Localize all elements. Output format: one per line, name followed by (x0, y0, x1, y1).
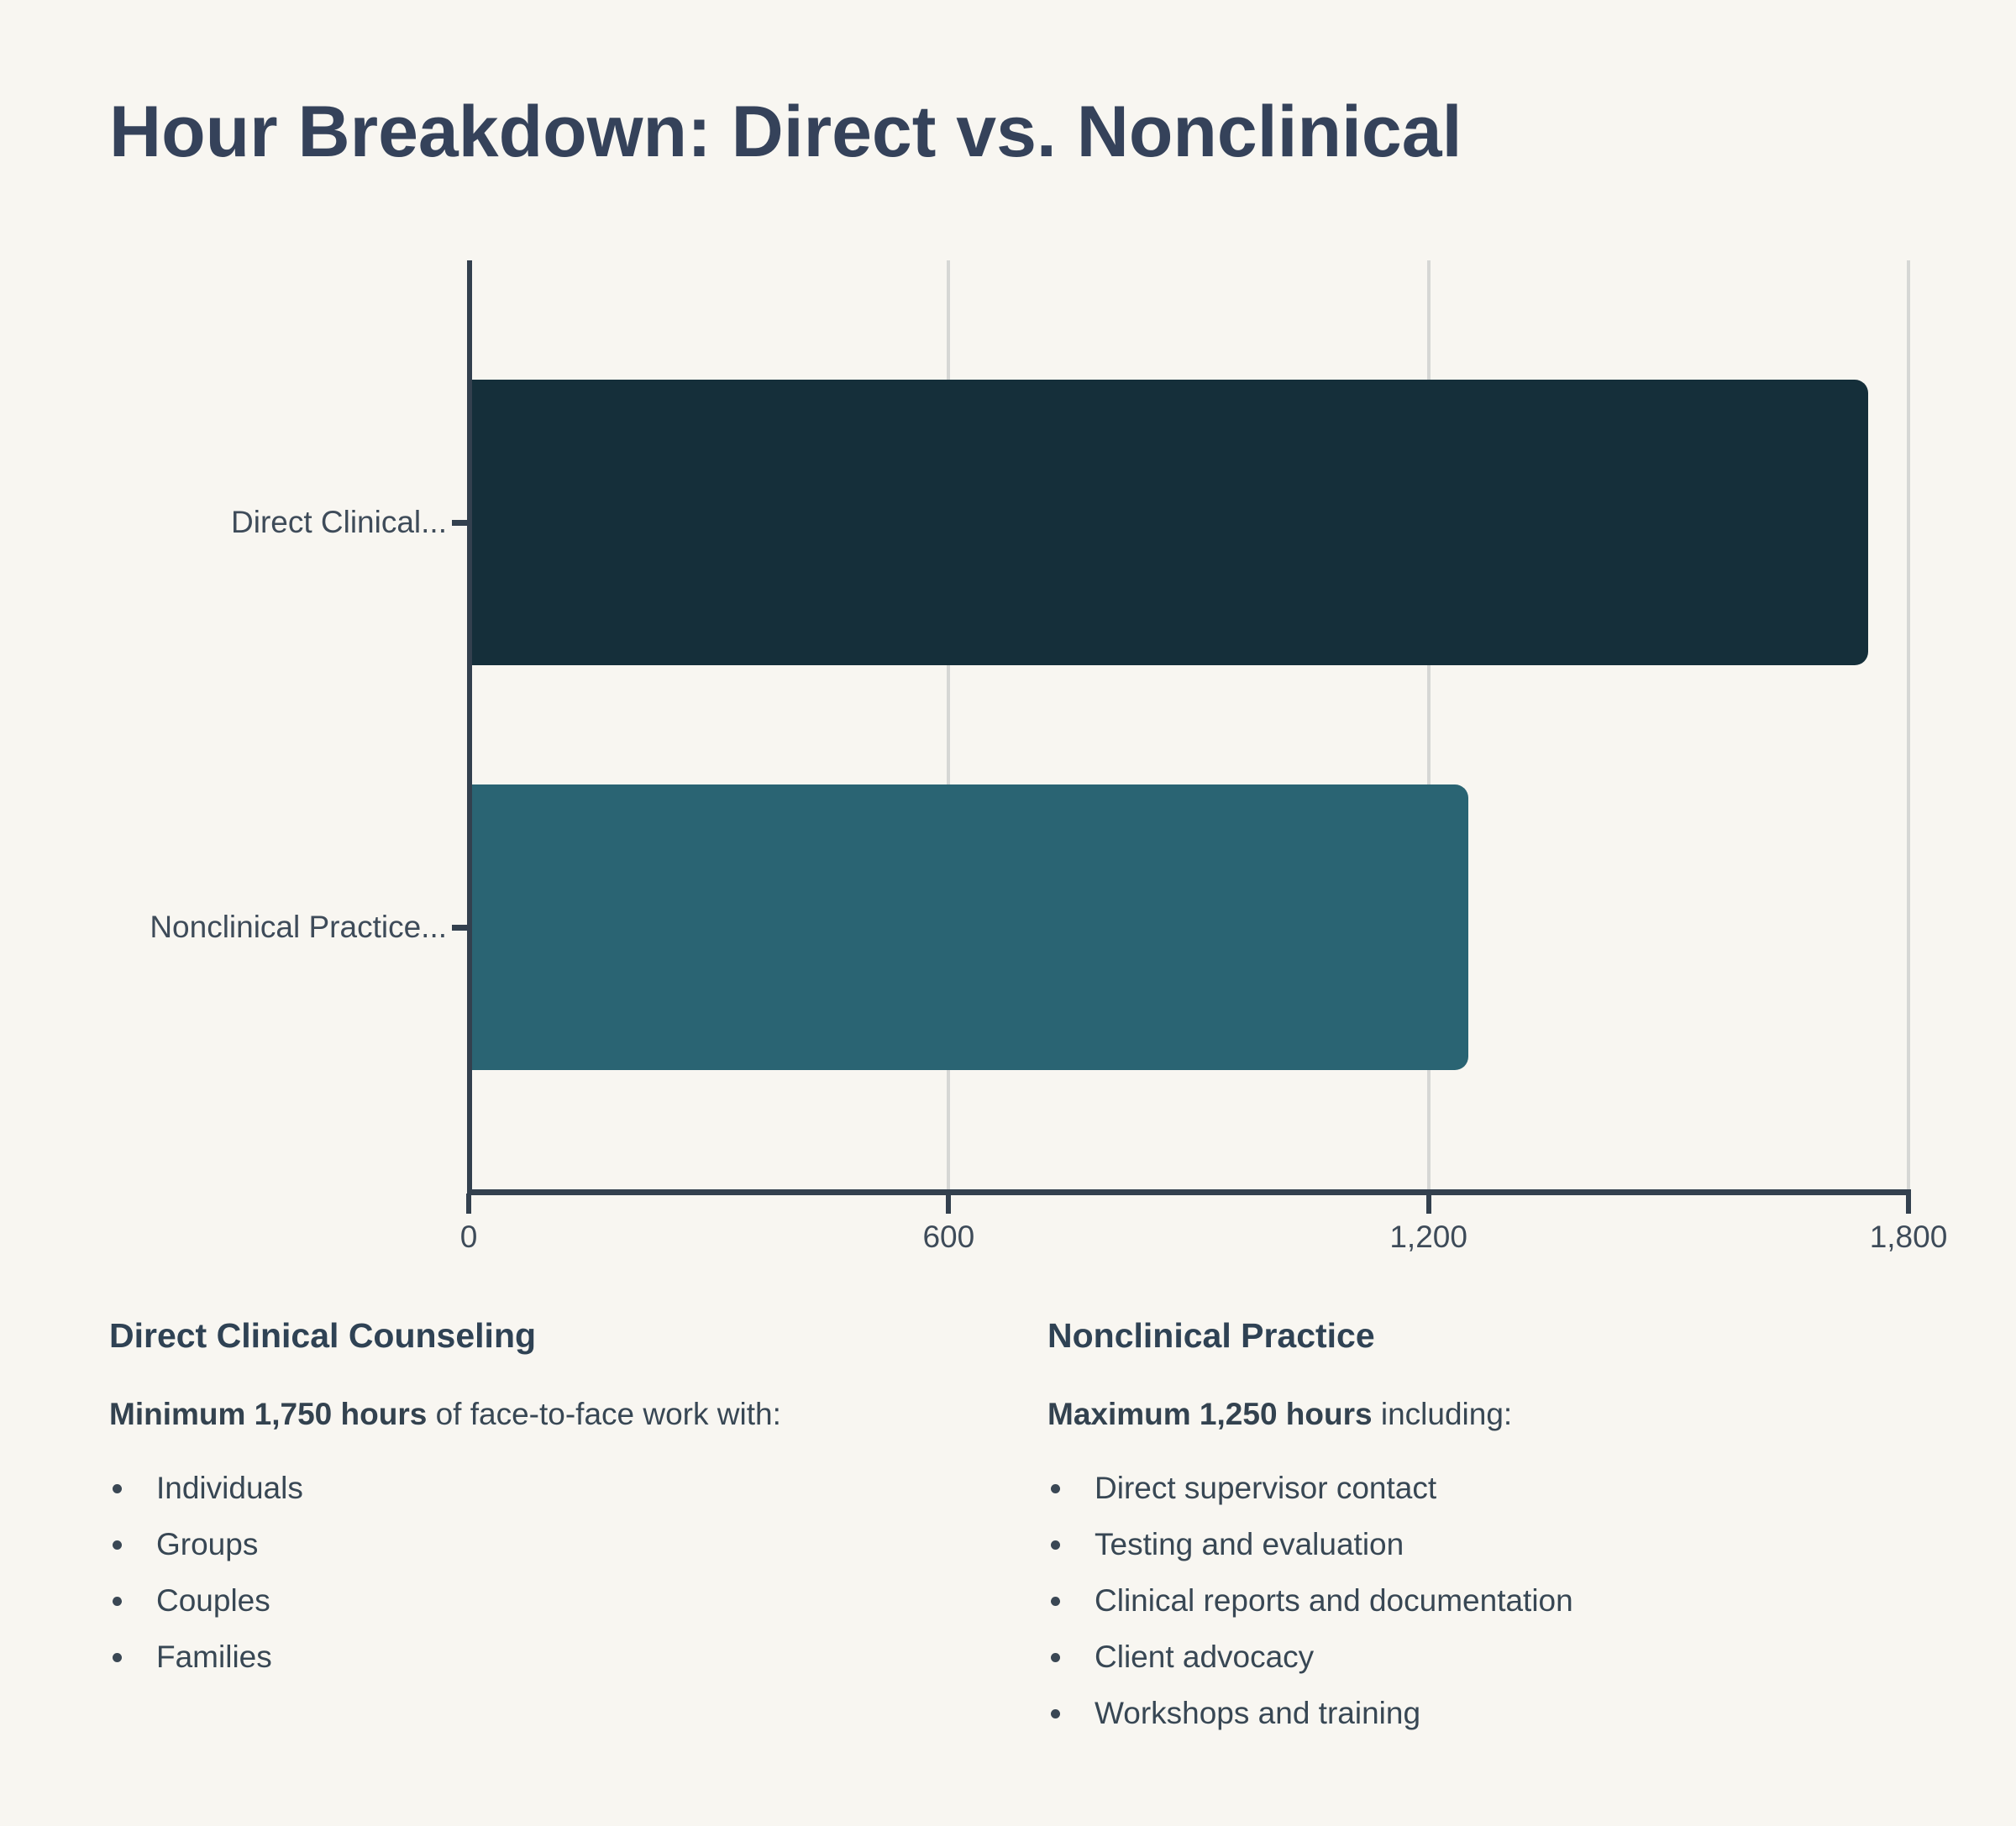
section-heading: Direct Clinical Counseling (109, 1316, 537, 1355)
lead-bold-text: Maximum 1,250 hours (1047, 1397, 1373, 1431)
y-category-tick (452, 520, 467, 526)
bullet-list-direct-clinical: Individuals Groups Couples Families (109, 1460, 1016, 1685)
list-item: Direct supervisor contact (1047, 1460, 1955, 1516)
x-axis-tick (946, 1194, 952, 1214)
y-category-label: Nonclinical Practice... (150, 910, 447, 944)
bar-nonclinical-practice (472, 784, 1468, 1070)
y-axis-line (467, 260, 472, 1189)
gridline (1426, 260, 1431, 1189)
y-category-tick (452, 925, 467, 931)
bar-direct-clinical (472, 380, 1868, 665)
y-category-label: Direct Clinical... (231, 505, 447, 539)
section-direct-clinical: Direct Clinical Counseling Minimum 1,750… (109, 1315, 1016, 1685)
x-tick-label: 0 (459, 1220, 478, 1254)
list-item: Clinical reports and documentation (1047, 1572, 1955, 1629)
list-item: Testing and evaluation (1047, 1516, 1955, 1572)
list-item: Workshops and training (1047, 1685, 1955, 1741)
list-item: Couples (109, 1572, 1016, 1629)
gridline (1907, 260, 1910, 1189)
lead-rest-text: including: (1372, 1397, 1513, 1431)
section-heading: Nonclinical Practice (1047, 1316, 1375, 1355)
x-tick-label: 600 (922, 1220, 975, 1254)
lead-rest-text: of face-to-face work with: (427, 1397, 781, 1431)
list-item: Client advocacy (1047, 1629, 1955, 1685)
list-item: Groups (109, 1516, 1016, 1572)
x-axis-tick (1906, 1194, 1911, 1214)
x-axis-tick (1425, 1194, 1431, 1214)
x-axis-line (467, 1189, 1911, 1195)
x-tick-label: 1,200 (1389, 1220, 1467, 1254)
section-nonclinical: Nonclinical Practice Maximum 1,250 hours… (1047, 1315, 1955, 1741)
section-lead: Minimum 1,750 hours of face-to-face work… (109, 1396, 1016, 1433)
x-axis-tick (466, 1194, 471, 1214)
list-item: Individuals (109, 1460, 1016, 1516)
gridline (947, 260, 951, 1189)
lead-bold-text: Minimum 1,750 hours (109, 1397, 428, 1431)
page-title: Hour Breakdown: Direct vs. Nonclinical (109, 92, 1462, 172)
bullet-list-nonclinical: Direct supervisor contact Testing and eva… (1047, 1460, 1955, 1741)
x-tick-label: 1,800 (1869, 1220, 1948, 1254)
section-lead: Maximum 1,250 hours including: (1047, 1396, 1955, 1433)
list-item: Families (109, 1629, 1016, 1685)
